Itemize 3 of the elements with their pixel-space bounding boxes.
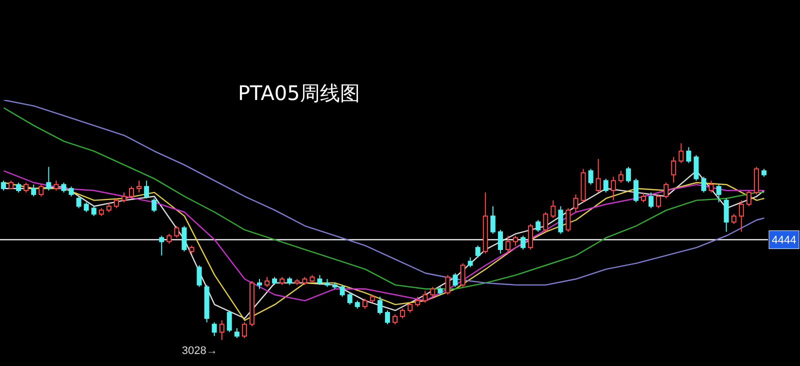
chart-title: PTA05周线图 — [238, 80, 360, 107]
annotation: 4444 — [772, 234, 796, 247]
text: 3028→ — [182, 345, 218, 357]
